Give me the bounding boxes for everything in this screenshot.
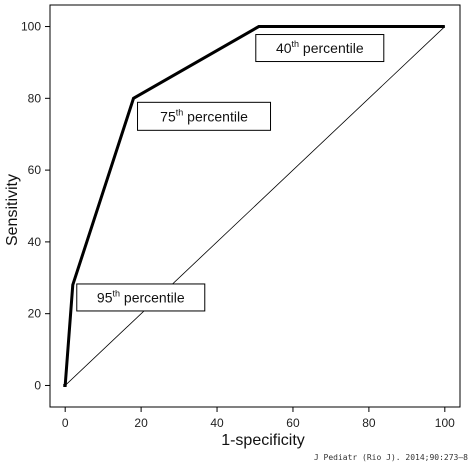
annotation-label: 75th percentile [160, 107, 248, 124]
y-axis-ticks: 0 20 40 60 80 100 [21, 20, 50, 392]
x-tick-label: 20 [134, 416, 148, 430]
annotation-box [76, 283, 206, 312]
percentile-annotation: 95th percentile [76, 283, 206, 312]
percentile-annotations: 40th percentile 75th percentile 95th perce… [76, 34, 385, 312]
y-tick-label: 100 [21, 20, 41, 34]
roc-curve-line [63, 25, 445, 387]
y-tick-label: 20 [28, 307, 42, 321]
y-tick-label: 60 [28, 163, 42, 177]
percentile-annotation: 40th percentile [255, 34, 385, 63]
x-tick-label: 80 [362, 416, 376, 430]
x-tick-label: 60 [286, 416, 300, 430]
x-axis-ticks: 0 20 40 60 80 100 [62, 407, 455, 430]
journal-credit: J Pediatr (Rio J). 2014;90:273–8 [314, 453, 468, 462]
x-tick-label: 0 [62, 416, 69, 430]
x-tick-label: 100 [435, 416, 455, 430]
annotation-label: 40th percentile [276, 39, 364, 56]
x-tick-label: 40 [210, 416, 224, 430]
y-axis-title: Sensitivity [4, 174, 21, 246]
plot-frame [49, 4, 461, 408]
annotation-label: 95th percentile [97, 288, 185, 305]
percentile-annotation: 75th percentile [137, 101, 272, 131]
y-tick-label: 80 [28, 91, 42, 105]
reference-diagonal-line [64, 26, 446, 386]
x-axis-title: 1-specificity [221, 432, 305, 449]
y-tick-label: 0 [34, 378, 41, 392]
y-tick-label: 40 [28, 235, 42, 249]
annotation-box [137, 101, 272, 131]
annotation-box [255, 34, 385, 63]
